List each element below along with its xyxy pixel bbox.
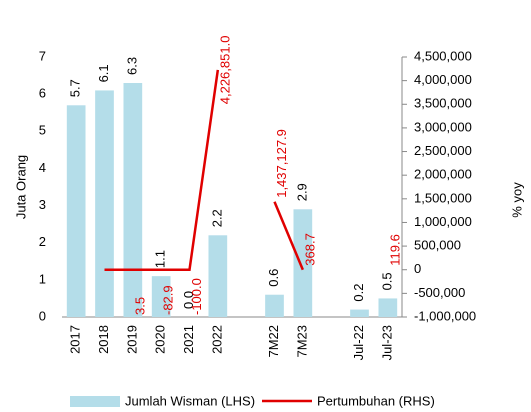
y2-tick-label: 4,500,000 [414, 48, 472, 63]
bar-value-label: 6.3 [124, 57, 139, 75]
x-tick-label: 2017 [68, 325, 83, 354]
bar [151, 276, 171, 317]
x-tick-label: Jul-23 [379, 325, 394, 360]
bar [350, 309, 369, 317]
line-value-label: 4,226,851.0 [217, 36, 232, 105]
y2-tick-label: 2,000,000 [414, 167, 472, 182]
y2-tick-label: -500,000 [414, 285, 465, 300]
line-value-label: -82.9 [161, 285, 176, 315]
bar-value-label: 0.5 [379, 272, 394, 290]
y2-tick-label: 3,000,000 [414, 119, 472, 134]
bar-value-label: 0.6 [266, 269, 281, 287]
y2-tick-label: 0 [414, 261, 421, 276]
y2-tick-label: 1,000,000 [414, 214, 472, 229]
y-tick-label: 4 [39, 160, 46, 175]
legend-label: Jumlah Wisman (LHS) [125, 393, 255, 408]
y2-tick-label: 3,500,000 [414, 96, 472, 111]
bar [265, 294, 284, 317]
x-tick-label: 7M23 [294, 325, 309, 358]
y-tick-label: 1 [39, 271, 46, 286]
y-tick-label: 0 [39, 308, 46, 323]
bar-value-label: 6.1 [96, 64, 111, 82]
line-value-label: 119.6 [387, 234, 402, 266]
x-tick-label: Jul-22 [351, 325, 366, 360]
bar-value-label: 0.0 [181, 291, 196, 309]
line-value-label: -100.0 [189, 278, 204, 315]
y2-tick-label: 4,000,000 [414, 72, 472, 87]
x-tick-label: 2021 [181, 325, 196, 354]
y-axis-title: Juta Orang [13, 155, 28, 219]
x-tick-label: 2018 [96, 325, 111, 354]
y-tick-label: 6 [39, 86, 46, 101]
legend-swatch [70, 396, 120, 407]
legend-label: Pertumbuhan (RHS) [317, 393, 435, 408]
bar [208, 235, 228, 317]
bar [293, 209, 313, 317]
line-value-label: 1,437,127.9 [274, 129, 289, 198]
y2-tick-label: 1,500,000 [414, 190, 472, 205]
y-tick-label: 2 [39, 234, 46, 249]
y2-tick-label: 500,000 [414, 238, 461, 253]
line [273, 201, 304, 271]
bar-value-label: 5.7 [68, 79, 83, 97]
line-value-label: 368.7 [302, 233, 317, 266]
y2-axis-title: % yoy [509, 182, 524, 218]
bar [66, 105, 86, 318]
x-tick-label: 2020 [153, 325, 168, 354]
y2-tick-label: 2,500,000 [414, 143, 472, 158]
bar [378, 298, 398, 317]
x-tick-label: 2022 [209, 325, 224, 354]
bar-value-label: 0.2 [351, 283, 366, 301]
y-tick-label: 5 [39, 123, 46, 138]
bar [123, 83, 143, 317]
bar [95, 90, 114, 317]
line [104, 69, 220, 271]
y-tick-label: 7 [39, 48, 46, 63]
bar-value-label: 2.9 [294, 183, 309, 201]
y2-tick-label: -1,000,000 [414, 308, 476, 323]
bar-value-label: 1.1 [153, 250, 168, 268]
y-tick-label: 3 [39, 197, 46, 212]
x-tick-label: 7M22 [266, 325, 281, 358]
line-value-label: 3.5 [132, 297, 147, 315]
bar-value-label: 2.2 [209, 209, 224, 227]
x-tick-label: 2019 [124, 325, 139, 354]
